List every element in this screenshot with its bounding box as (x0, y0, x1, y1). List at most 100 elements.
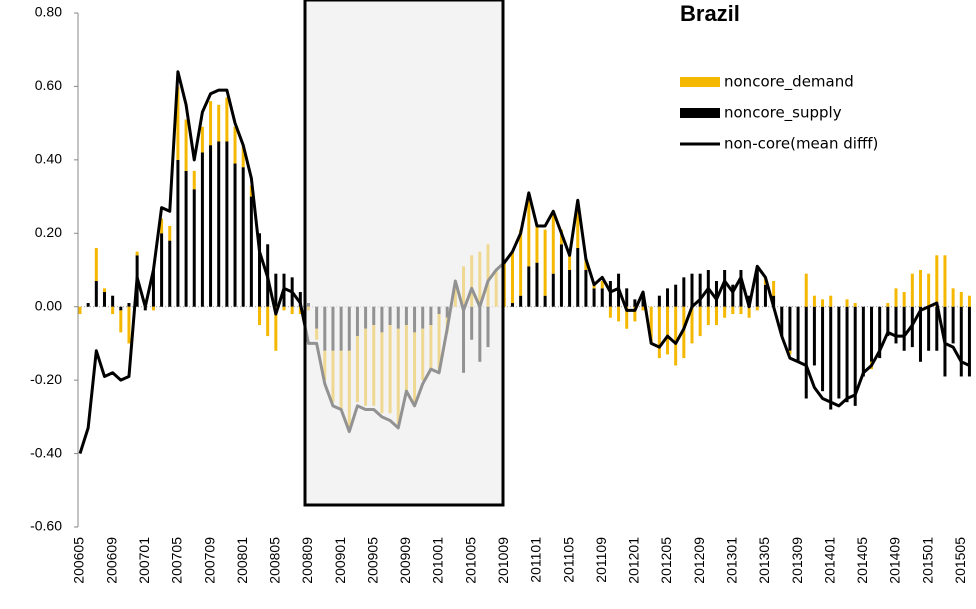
bar (788, 306, 792, 351)
bar (168, 225, 172, 241)
bar (674, 284, 678, 307)
bar (625, 288, 629, 307)
bar (935, 255, 939, 307)
bar (298, 292, 302, 307)
x-tick-label: 201201 (626, 537, 642, 584)
bar (135, 251, 139, 256)
bar (902, 292, 906, 307)
bar (119, 310, 123, 333)
bar (168, 240, 172, 307)
bar (902, 306, 906, 351)
bar (763, 284, 767, 307)
bar (878, 306, 882, 359)
bar (225, 97, 229, 142)
bar (666, 306, 670, 355)
bar (943, 255, 947, 307)
bar (143, 306, 147, 311)
x-tick-label: 201401 (821, 537, 837, 584)
bar (249, 196, 253, 307)
bar (821, 299, 825, 307)
y-tick-label: -0.20 (30, 371, 62, 387)
legend-swatch (680, 77, 720, 87)
highlight-box (303, 0, 505, 507)
bar (209, 145, 213, 307)
bar (111, 306, 115, 315)
bar (682, 277, 686, 307)
bar (600, 281, 604, 289)
bar (127, 303, 131, 307)
bar (258, 306, 262, 326)
line (78, 70, 971, 455)
bar (861, 306, 865, 377)
bar (592, 288, 596, 307)
y-tick-label: 0.00 (35, 297, 62, 313)
bar (592, 284, 596, 289)
bar (649, 306, 653, 344)
bar (951, 306, 955, 344)
bar (527, 192, 531, 267)
bar (967, 295, 971, 307)
bar (723, 306, 727, 318)
bar (633, 306, 637, 322)
chart-title: Brazil (680, 1, 740, 26)
bar (666, 288, 670, 307)
x-tick-label: 200609 (103, 537, 119, 584)
x-tick-label: 201209 (691, 537, 707, 584)
bar (617, 306, 621, 322)
x-tick-label: 201105 (560, 537, 576, 583)
bar (714, 306, 718, 326)
bar (788, 350, 792, 355)
bar (927, 306, 931, 351)
bar (657, 306, 661, 359)
bar (853, 303, 857, 307)
bar (804, 306, 808, 399)
y-tick-label: -0.40 (30, 444, 62, 460)
bar (959, 306, 963, 377)
bar (894, 306, 898, 344)
bar (200, 126, 204, 153)
bar (755, 266, 759, 307)
bar (690, 306, 694, 344)
bar (102, 292, 106, 307)
bar (747, 306, 751, 318)
bar (160, 218, 164, 234)
bar (217, 141, 221, 307)
bar (233, 163, 237, 307)
legend-label: non-core(mean difff) (724, 135, 878, 153)
bar (290, 306, 294, 315)
bar (127, 306, 131, 344)
y-tick-label: 0.80 (35, 4, 62, 20)
bar (94, 281, 98, 307)
bar (821, 306, 825, 392)
bar (551, 273, 555, 307)
x-tick-label: 201301 (724, 537, 740, 584)
bar (845, 306, 849, 403)
bar (853, 306, 857, 406)
bar (886, 306, 890, 337)
bar (274, 273, 278, 307)
bar (241, 145, 245, 168)
bar (698, 306, 702, 337)
bar (927, 273, 931, 307)
bar (886, 303, 890, 307)
x-tick-label: 201109 (593, 537, 609, 583)
bar (519, 229, 523, 296)
bar (829, 295, 833, 307)
bar (584, 270, 588, 307)
x-tick-label: 201405 (854, 537, 870, 584)
y-tick-label: 0.40 (35, 151, 62, 167)
bar (160, 233, 164, 307)
bar (829, 306, 833, 410)
bar (543, 295, 547, 307)
bar (674, 306, 678, 366)
bar (755, 306, 759, 311)
x-tick-label: 201101 (528, 537, 544, 583)
bar (184, 170, 188, 307)
bar (608, 281, 612, 307)
bar (951, 288, 955, 307)
bar (258, 233, 262, 307)
bar (176, 159, 180, 307)
bar (584, 258, 588, 270)
bar (151, 306, 155, 311)
bar (870, 306, 874, 362)
